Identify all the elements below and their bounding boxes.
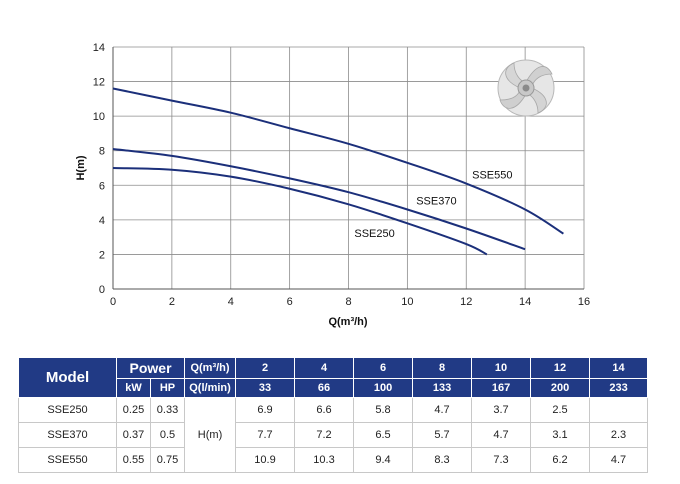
- h-cell: 10.9: [235, 447, 296, 473]
- series-line-sse250: [112, 167, 488, 256]
- kw-cell: 0.25: [116, 397, 151, 423]
- x-tick-label: 4: [228, 296, 234, 308]
- q-lmin-value: 167: [471, 378, 532, 398]
- impeller-icon: [497, 59, 555, 117]
- h-cell: 7.2: [294, 422, 355, 448]
- h-cell: 9.4: [353, 447, 414, 473]
- y-tick-label: 6: [99, 180, 105, 192]
- y-axis-label: H(m): [75, 155, 87, 180]
- model-cell: SSE550: [18, 447, 117, 473]
- q-m3h-value: 2: [235, 357, 296, 379]
- model-cell: SSE370: [18, 422, 117, 448]
- y-tick-label: 12: [93, 77, 105, 89]
- y-tick-label: 0: [99, 284, 105, 296]
- h-cell: 4.7: [471, 422, 532, 448]
- x-tick-label: 16: [578, 296, 590, 308]
- table-row: SSE550 0.55 0.75 10.9 10.3 9.4 8.3 7.3 6…: [18, 447, 649, 473]
- model-cell: SSE250: [18, 397, 117, 423]
- x-tick-label: 2: [169, 296, 175, 308]
- q-lmin-header: Q(l/min): [184, 378, 237, 398]
- x-tick-label: 0: [110, 296, 116, 308]
- h-cell: 6.2: [530, 447, 591, 473]
- h-cell: 4.7: [412, 397, 473, 423]
- chart-curves: [112, 87, 564, 256]
- x-tick-label: 14: [519, 296, 531, 308]
- q-m3h-value: 6: [353, 357, 414, 379]
- x-tick-label: 10: [401, 296, 413, 308]
- q-m3h-header: Q(m³/h): [184, 357, 237, 379]
- y-tick-label: 14: [93, 42, 105, 54]
- x-tick-label: 12: [460, 296, 472, 308]
- q-lmin-value: 33: [235, 378, 296, 398]
- power-header: Power: [115, 357, 186, 379]
- q-lmin-value: 100: [353, 378, 414, 398]
- h-cell: 6.9: [235, 397, 296, 423]
- y-tick-label: 2: [99, 249, 105, 261]
- h-cell: 2.5: [530, 397, 591, 423]
- series-label-sse250: SSE250: [354, 228, 394, 240]
- y-tick-label: 8: [99, 146, 105, 158]
- hp-header: HP: [149, 378, 186, 398]
- kw-cell: 0.37: [116, 422, 151, 448]
- q-m3h-value: 4: [294, 357, 355, 379]
- chart-series-labels: SSE550 SSE370 SSE250: [354, 169, 512, 240]
- h-cell: 8.3: [412, 447, 473, 473]
- kw-cell: 0.55: [116, 447, 151, 473]
- h-cell: 5.8: [353, 397, 414, 423]
- q-m3h-value: 8: [412, 357, 473, 379]
- q-lmin-value: 200: [530, 378, 591, 398]
- q-lmin-value: 133: [412, 378, 473, 398]
- x-tick-label: 6: [287, 296, 293, 308]
- x-axis-label: Q(m³/h): [328, 316, 367, 328]
- q-m3h-value: 10: [471, 357, 532, 379]
- table-row: SSE250 0.25 0.33 H(m) 6.9 6.6 5.8 4.7 3.…: [18, 397, 649, 473]
- h-cell: 3.7: [471, 397, 532, 423]
- q-m3h-value: 12: [530, 357, 591, 379]
- h-cell: 10.3: [294, 447, 355, 473]
- h-cell: 3.1: [530, 422, 591, 448]
- spec-table: Model Power Q(m³/h) 2 4 6 8 10 12 14 kW …: [18, 357, 649, 473]
- h-cell: 7.7: [235, 422, 296, 448]
- h-label-cell: H(m): [184, 397, 237, 473]
- q-lmin-value: 233: [589, 378, 649, 398]
- series-label-sse370: SSE370: [416, 195, 456, 207]
- h-cell: 7.3: [471, 447, 532, 473]
- hp-cell: 0.33: [149, 397, 186, 423]
- table-row: SSE370 0.37 0.5 7.7 7.2 6.5 5.7 4.7 3.1 …: [18, 422, 649, 448]
- h-cell: [589, 397, 649, 423]
- model-header: Model: [18, 357, 117, 398]
- q-m3h-value: 14: [589, 357, 649, 379]
- h-cell: 6.6: [294, 397, 355, 423]
- y-tick-label: 4: [99, 215, 105, 227]
- q-lmin-value: 66: [294, 378, 355, 398]
- hp-cell: 0.5: [149, 422, 186, 448]
- y-tick-label: 10: [93, 111, 105, 123]
- x-tick-label: 8: [345, 296, 351, 308]
- kw-header: kW: [116, 378, 151, 398]
- series-label-sse550: SSE550: [472, 169, 512, 181]
- hp-cell: 0.75: [149, 447, 186, 473]
- h-cell: 4.7: [589, 447, 649, 473]
- series-line-sse370: [112, 147, 526, 251]
- series-line-sse550: [112, 87, 564, 235]
- h-cell: 5.7: [412, 422, 473, 448]
- h-cell: 2.3: [589, 422, 649, 448]
- h-cell: 6.5: [353, 422, 414, 448]
